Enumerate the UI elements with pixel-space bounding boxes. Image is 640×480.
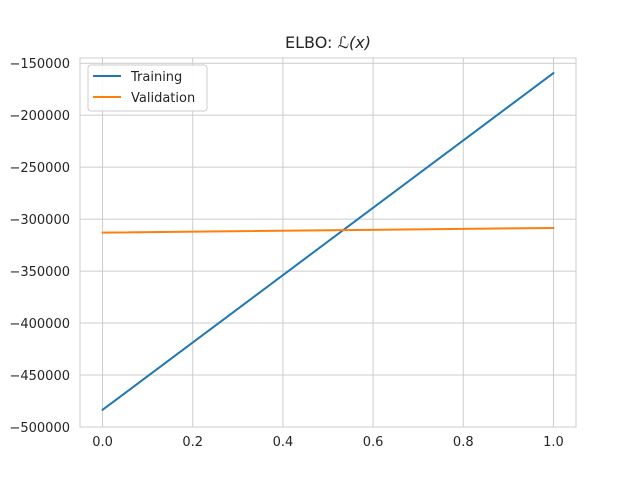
x-tick-label: 0.4 [273,435,294,450]
grid-lines [80,58,576,428]
y-tick-label: −500000 [9,421,70,436]
y-tick-label: −150000 [9,57,70,72]
x-tick-label: 0.0 [92,435,113,450]
chart-title-prefix: ELBO: [285,33,338,52]
y-axis-tick-labels: −500000 −450000 −400000 −350000 −300000 −2500… [9,57,70,436]
chart-title-math: ℒ(x) [338,33,371,52]
x-axis-tick-labels: 0.0 0.2 0.4 0.6 0.8 1.0 [92,435,564,450]
legend-label-training: Training [130,70,182,85]
y-tick-label: −300000 [9,213,70,228]
x-tick-label: 0.2 [182,435,203,450]
series-lines [101,72,555,411]
chart-title: ELBO: ℒ(x) [285,33,371,52]
series-line-training [101,72,555,411]
legend: Training Validation [87,64,208,112]
x-tick-label: 1.0 [543,435,564,450]
y-tick-label: −250000 [9,161,70,176]
y-tick-label: −200000 [9,109,70,124]
x-tick-label: 0.8 [453,435,474,450]
y-tick-label: −350000 [9,265,70,280]
y-tick-label: −450000 [9,369,70,384]
plot-area-frame [79,57,577,428]
series-line-validation [101,226,555,234]
legend-label-validation: Validation [131,91,195,106]
y-tick-label: −400000 [9,317,70,332]
x-tick-label: 0.6 [363,435,384,450]
